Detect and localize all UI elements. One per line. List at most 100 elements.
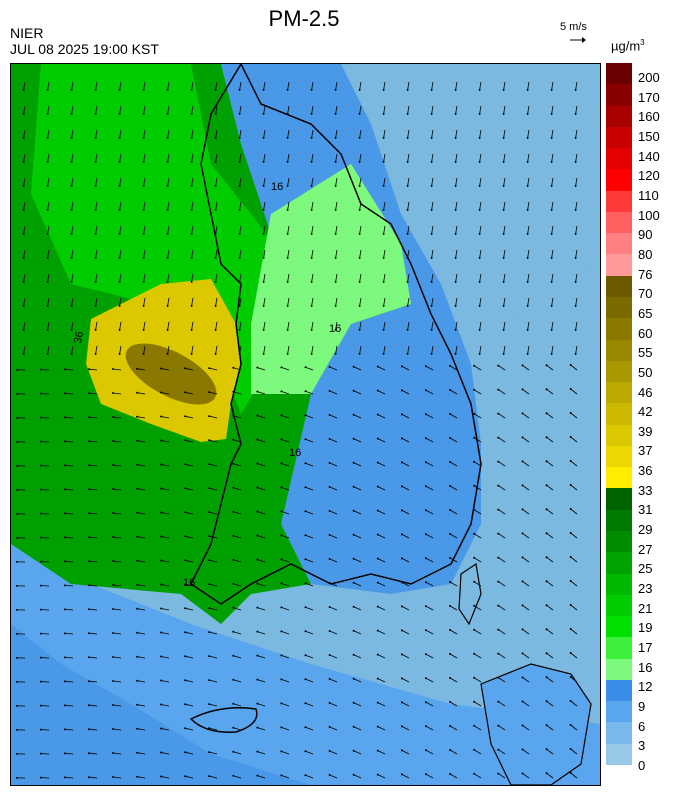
wind-arrow-head xyxy=(376,485,379,488)
wind-arrow xyxy=(215,129,218,138)
wind-arrow-head xyxy=(550,112,553,115)
wind-arrow xyxy=(425,653,434,659)
wind-arrow-head xyxy=(166,280,169,283)
wind-arrow xyxy=(551,105,554,114)
wind-arrow-head xyxy=(569,652,572,654)
wind-arrow xyxy=(522,725,530,731)
wind-arrow-head xyxy=(473,748,476,751)
wind-arrow xyxy=(257,511,266,515)
wind-arrow xyxy=(287,273,290,282)
wind-arrow xyxy=(191,81,194,90)
wind-arrow xyxy=(425,533,434,539)
wind-arrow xyxy=(47,321,50,330)
wind-arrow-head xyxy=(280,510,283,513)
legend-label: 12 xyxy=(638,679,653,695)
wind-arrow xyxy=(575,201,578,210)
wind-arrow-head xyxy=(358,256,361,259)
wind-arrow xyxy=(95,129,98,138)
wind-arrow-head xyxy=(352,413,355,416)
wind-arrow xyxy=(353,534,362,539)
wind-arrow-head xyxy=(400,413,403,416)
wind-arrow xyxy=(209,727,218,731)
wind-arrow xyxy=(383,321,386,330)
wind-arrow xyxy=(137,632,146,635)
wind-arrow xyxy=(527,321,530,330)
wind-arrow xyxy=(546,364,554,371)
wind-arrow-head xyxy=(232,726,235,729)
wind-arrow xyxy=(209,463,218,467)
legend-label: 70 xyxy=(638,286,653,302)
wind-arrow xyxy=(498,533,506,539)
legend-label: 16 xyxy=(638,659,653,675)
wind-arrow xyxy=(185,631,194,635)
wind-arrow xyxy=(473,653,482,659)
wind-arrow xyxy=(143,105,146,114)
wind-arrow xyxy=(257,463,266,467)
wind-arrow xyxy=(215,105,218,114)
wind-arrow-head xyxy=(425,509,427,512)
wind-arrow-head xyxy=(232,630,235,633)
wind-arrow xyxy=(503,177,506,186)
wind-arrow xyxy=(425,437,434,443)
wind-arrow xyxy=(233,607,242,611)
wind-arrow-head xyxy=(502,328,505,331)
wind-arrow xyxy=(215,153,218,162)
wind-arrow xyxy=(305,726,314,731)
wind-arrow-head xyxy=(376,557,379,560)
wind-arrow xyxy=(209,511,218,515)
wind-arrow-head xyxy=(46,304,49,307)
wind-arrow-head xyxy=(190,232,193,235)
wind-arrow xyxy=(257,583,266,587)
color-legend xyxy=(606,63,632,766)
wind-arrow xyxy=(239,273,242,282)
legend-label: 55 xyxy=(638,345,653,361)
wind-arrow xyxy=(281,367,290,371)
wind-arrow-head xyxy=(208,775,211,778)
wind-arrow xyxy=(449,629,458,635)
sea-dark-zone xyxy=(11,624,311,785)
wind-arrow xyxy=(71,177,74,186)
wind-arrow-head xyxy=(328,726,331,728)
wind-arrow-head xyxy=(280,702,283,705)
wind-arrow-head xyxy=(574,328,577,331)
wind-arrow-head xyxy=(574,208,577,211)
wind-arrow-head xyxy=(376,605,379,608)
wind-arrow xyxy=(407,225,410,234)
legend-swatch xyxy=(606,743,632,766)
wind-arrow xyxy=(329,534,338,539)
wind-arrow xyxy=(311,297,314,306)
wind-arrow-head xyxy=(352,701,355,704)
wind-arrow xyxy=(191,345,194,354)
wind-arrow-head xyxy=(400,461,403,464)
wind-arrow xyxy=(425,677,434,683)
wind-arrow xyxy=(23,225,26,234)
wind-arrow xyxy=(305,390,314,395)
wind-arrow-head xyxy=(425,437,427,440)
wind-arrow xyxy=(95,321,98,330)
wind-arrow xyxy=(503,225,506,234)
contour-label: 16 xyxy=(329,323,341,335)
wind-arrow xyxy=(215,225,218,234)
wind-arrow-head xyxy=(310,160,313,163)
wind-arrow-head xyxy=(40,416,42,419)
wind-arrow xyxy=(479,81,482,90)
wind-arrow-head xyxy=(142,184,145,187)
wind-arrow-head xyxy=(473,604,476,607)
wind-arrow-head xyxy=(16,488,18,491)
wind-arrow-head xyxy=(22,328,25,331)
wind-arrow-head xyxy=(310,256,313,259)
wind-arrow-head xyxy=(497,532,500,535)
wind-arrow xyxy=(498,701,506,707)
wind-arrow xyxy=(407,153,410,162)
wind-arrow xyxy=(449,533,458,539)
wind-arrow xyxy=(401,486,410,491)
green-mid-zone xyxy=(31,64,311,414)
wind-arrow xyxy=(551,153,554,162)
wind-arrow-head xyxy=(545,652,548,655)
wind-arrow-head xyxy=(376,629,379,632)
wind-arrow-head xyxy=(16,560,18,563)
wind-arrow-head xyxy=(550,208,553,211)
wind-arrow-head xyxy=(214,280,217,283)
wind-arrow xyxy=(473,629,482,635)
wind-arrow-head xyxy=(16,512,18,515)
